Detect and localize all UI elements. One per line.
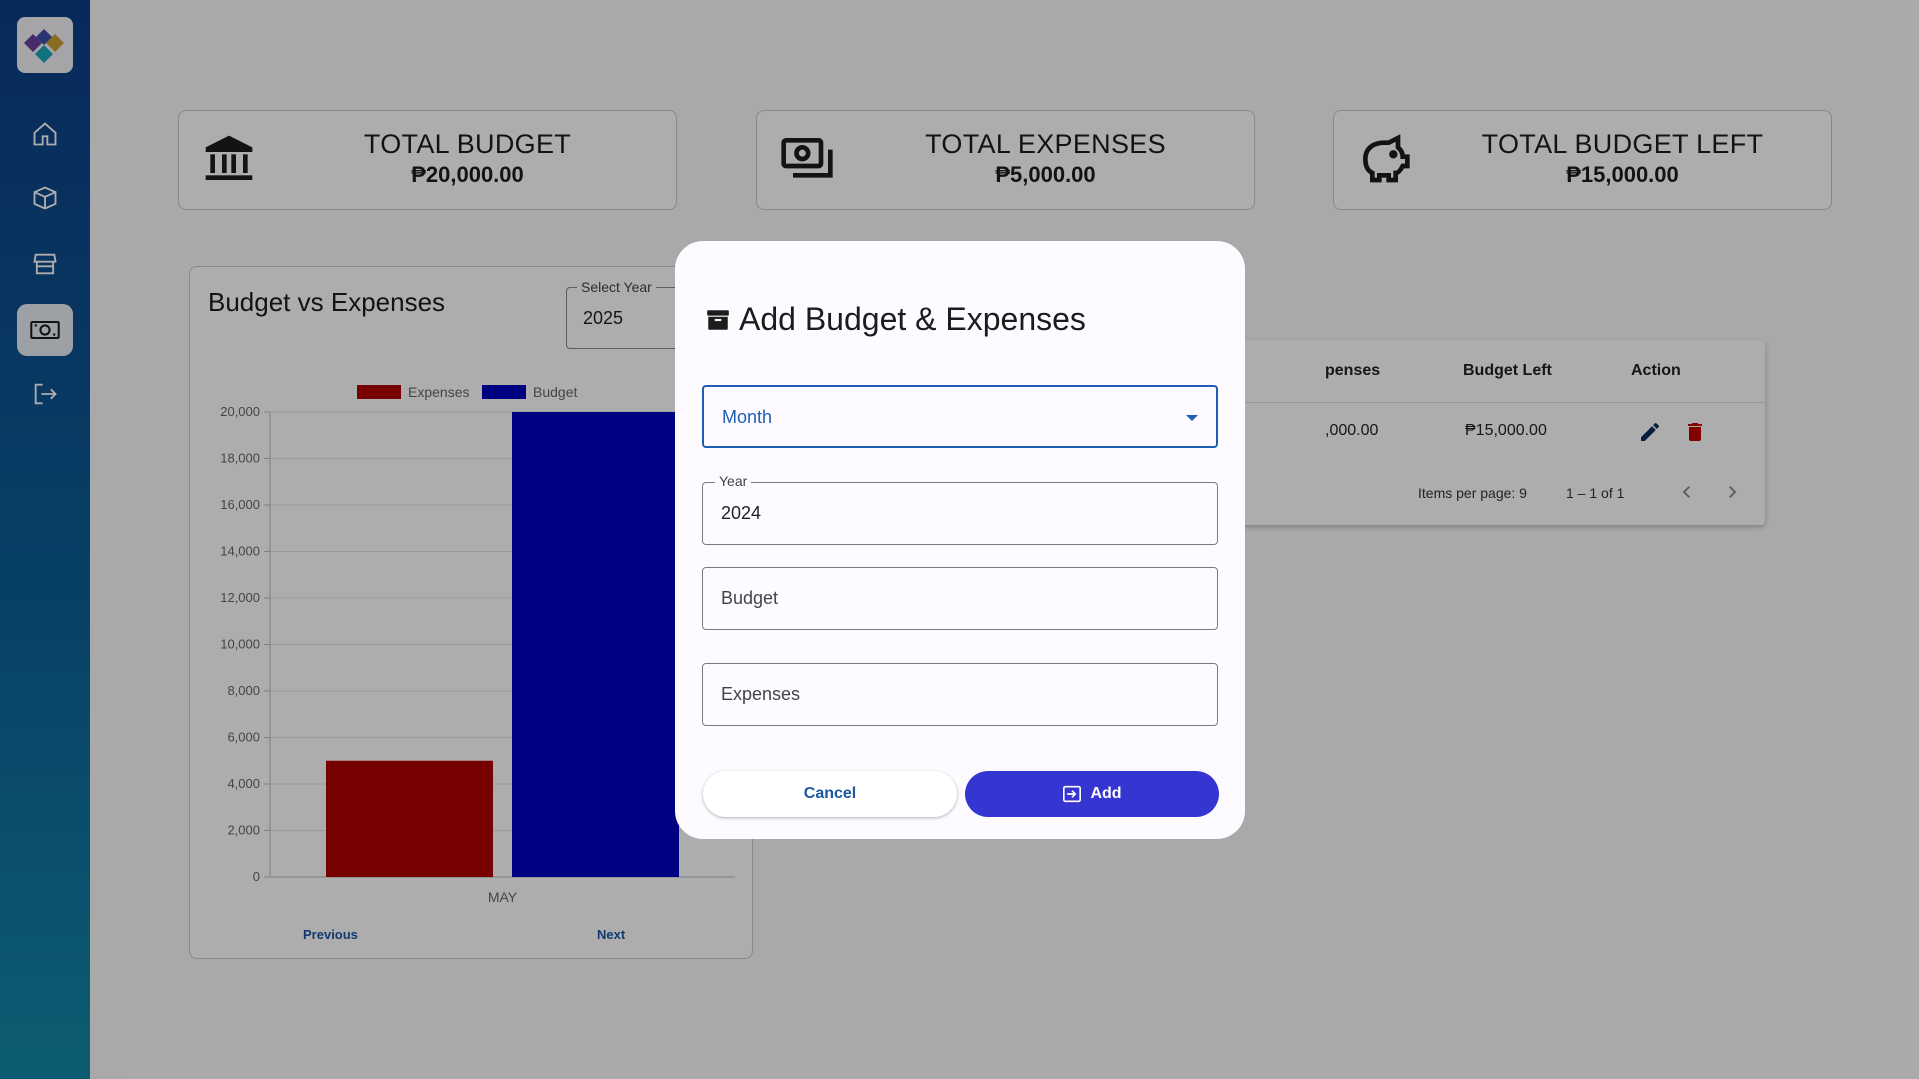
nav-home[interactable] <box>17 108 73 160</box>
money-icon <box>30 320 60 340</box>
previous-button[interactable]: Previous <box>303 927 358 942</box>
edit-icon[interactable] <box>1638 420 1662 444</box>
bar-expenses <box>326 760 493 877</box>
bar-chart: 0 2,000 4,000 6,000 8,000 10,000 12,000 14,000 1… <box>220 384 735 905</box>
year-value: 2024 <box>721 503 762 523</box>
y-tick-label: 4,000 <box>227 776 260 791</box>
dialog-title-text: Add Budget & Expenses <box>739 301 1086 337</box>
total-expenses-card: TOTAL EXPENSES ₱5,000.00 <box>756 110 1255 210</box>
budget-field[interactable]: Budget <box>702 567 1218 630</box>
next-button[interactable]: Next <box>597 927 626 942</box>
chart-title: Budget vs Expenses <box>208 287 446 317</box>
add-label: Add <box>1090 785 1122 802</box>
total-budget-card: TOTAL BUDGET ₱20,000.00 <box>178 110 677 210</box>
total-budget-left-card: TOTAL BUDGET LEFT ₱15,000.00 <box>1333 110 1832 210</box>
chevron-right-icon[interactable] <box>1723 483 1741 501</box>
sidebar <box>0 0 90 1079</box>
card-title: TOTAL BUDGET LEFT <box>1481 129 1764 159</box>
x-tick-label: MAY <box>488 889 518 905</box>
home-icon <box>33 122 57 146</box>
cancel-button[interactable]: Cancel <box>703 771 957 817</box>
card-value: ₱20,000.00 <box>411 162 524 187</box>
legend-label: Budget <box>533 384 577 400</box>
items-per-page: Items per page: 9 <box>1418 485 1527 501</box>
y-tick-label: 12,000 <box>220 590 260 605</box>
year-select-label: Select Year <box>577 279 656 295</box>
dialog-title: Add Budget & Expenses <box>705 301 1086 338</box>
archive-icon <box>707 309 729 330</box>
card-title: TOTAL BUDGET <box>363 129 572 159</box>
budget-table: penses Budget Left Action ,000.00 ₱15,00… <box>1235 340 1765 525</box>
month-select[interactable]: Month <box>702 385 1218 448</box>
divider <box>1235 402 1765 403</box>
year-label: Year <box>715 473 752 489</box>
budget-placeholder: Budget <box>721 588 779 608</box>
year-select[interactable]: Select Year 2025 <box>566 279 766 349</box>
cancel-label: Cancel <box>803 785 857 802</box>
caret-down-icon <box>1186 415 1198 421</box>
delete-icon[interactable] <box>1683 420 1707 444</box>
y-tick-label: 14,000 <box>220 544 260 559</box>
page-range: 1 – 1 of 1 <box>1566 485 1625 501</box>
y-tick-label: 2,000 <box>227 823 260 838</box>
card-value: ₱15,000.00 <box>1566 162 1679 187</box>
legend-swatch <box>357 385 401 399</box>
add-budget-dialog: Add Budget & Expenses Month Year 2024 Bu… <box>675 241 1245 839</box>
y-tick-label: 10,000 <box>220 637 260 652</box>
main-content: TOTAL BUDGET ₱20,000.00 TOTAL EXPENSES ₱… <box>90 0 1919 1079</box>
logout-icon <box>34 383 57 405</box>
header-action: Action <box>1631 362 1681 379</box>
nav-logout[interactable] <box>17 368 73 420</box>
header-expenses: penses <box>1325 362 1381 379</box>
y-tick-label: 0 <box>253 869 260 884</box>
y-tick-label: 8,000 <box>227 683 260 698</box>
cell-expenses: ,000.00 <box>1325 422 1379 439</box>
app-logo[interactable] <box>17 17 73 73</box>
nav-budget[interactable] <box>17 304 73 356</box>
y-tick-label: 6,000 <box>227 730 260 745</box>
cell-budget-left: ₱15,000.00 <box>1465 422 1547 439</box>
nav-products[interactable] <box>17 172 73 224</box>
expenses-field[interactable]: Expenses <box>702 663 1218 726</box>
bar-budget <box>512 412 679 877</box>
year-select-value: 2025 <box>583 308 624 328</box>
year-field[interactable]: Year 2024 <box>702 473 1218 545</box>
y-tick-label: 18,000 <box>220 451 260 466</box>
cash-icon <box>781 138 833 178</box>
y-tick-label: 20,000 <box>220 404 260 419</box>
nav-store[interactable] <box>17 238 73 290</box>
login-icon <box>1063 785 1082 803</box>
bank-icon <box>205 135 253 180</box>
y-tick-label: 16,000 <box>220 497 260 512</box>
add-button[interactable]: Add <box>965 771 1219 817</box>
card-value: ₱5,000.00 <box>995 162 1096 187</box>
box-icon <box>33 186 57 210</box>
legend-label: Expenses <box>408 384 469 400</box>
store-icon <box>33 253 57 275</box>
chart-card: Budget vs Expenses Select Year 2025 0 2,0… <box>189 266 766 959</box>
legend-swatch <box>482 385 526 399</box>
expenses-placeholder: Expenses <box>721 684 801 704</box>
piggy-bank-icon <box>1362 134 1410 183</box>
header-budget-left: Budget Left <box>1463 362 1552 379</box>
month-placeholder: Month <box>722 407 773 427</box>
chevron-left-icon[interactable] <box>1678 483 1696 501</box>
card-title: TOTAL EXPENSES <box>925 129 1166 159</box>
